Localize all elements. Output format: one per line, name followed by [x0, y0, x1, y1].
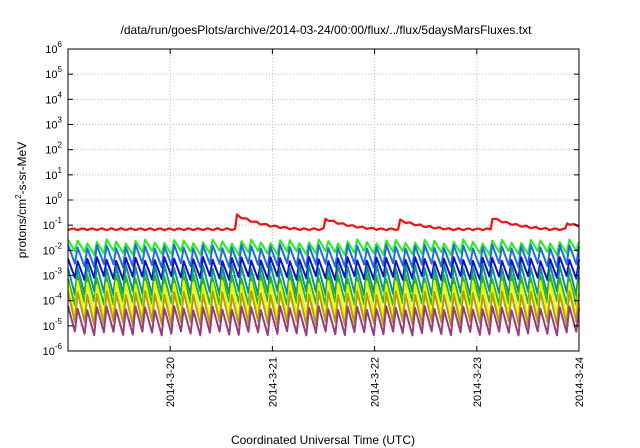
y-tick-label: 103: [45, 116, 62, 132]
y-tick-label: 10-6: [43, 342, 63, 358]
y-axis-label: protons/cm2-s-sr-MeV: [14, 142, 29, 258]
series-line: [67, 243, 580, 269]
y-tick-label: 101: [45, 166, 62, 182]
chart-title: /data/run/goesPlots/archive/2014-03-24/0…: [121, 23, 533, 37]
y-tick-label: 10-2: [43, 241, 63, 257]
x-axis-label: Coordinated Universal Time (UTC): [231, 433, 415, 447]
series-line: [67, 238, 580, 256]
x-tick-label: 2014-3-22: [370, 357, 382, 407]
y-tick-label: 10-5: [43, 317, 63, 333]
y-tick-label: 10-4: [43, 292, 63, 308]
y-tick-label: 100: [45, 191, 62, 207]
y-axis-ticks: 10-6 10-5 10-4 10-3 10-2 10-1 100 101 102 103 104 1…: [43, 40, 579, 358]
y-tick-label: 105: [45, 65, 62, 81]
y-tick-label: 102: [45, 141, 62, 157]
y-tick-label: 106: [45, 40, 62, 56]
series-line: [67, 213, 580, 232]
plot-area: [67, 213, 580, 337]
x-tick-label: 2014-3-24: [574, 357, 586, 407]
series-line: [67, 290, 580, 327]
y-tick-label: 104: [45, 90, 62, 106]
x-tick-label: 2014-3-21: [267, 357, 279, 407]
y-tick-label: 10-1: [43, 216, 63, 232]
x-axis-ticks: 2014-3-20 2014-3-21 2014-3-22 2014-3-23 2014…: [165, 49, 586, 407]
x-tick-label: 2014-3-23: [472, 357, 484, 407]
x-tick-label: 2014-3-20: [165, 357, 177, 407]
y-tick-label: 10-3: [43, 267, 63, 283]
series-line: [67, 305, 580, 337]
